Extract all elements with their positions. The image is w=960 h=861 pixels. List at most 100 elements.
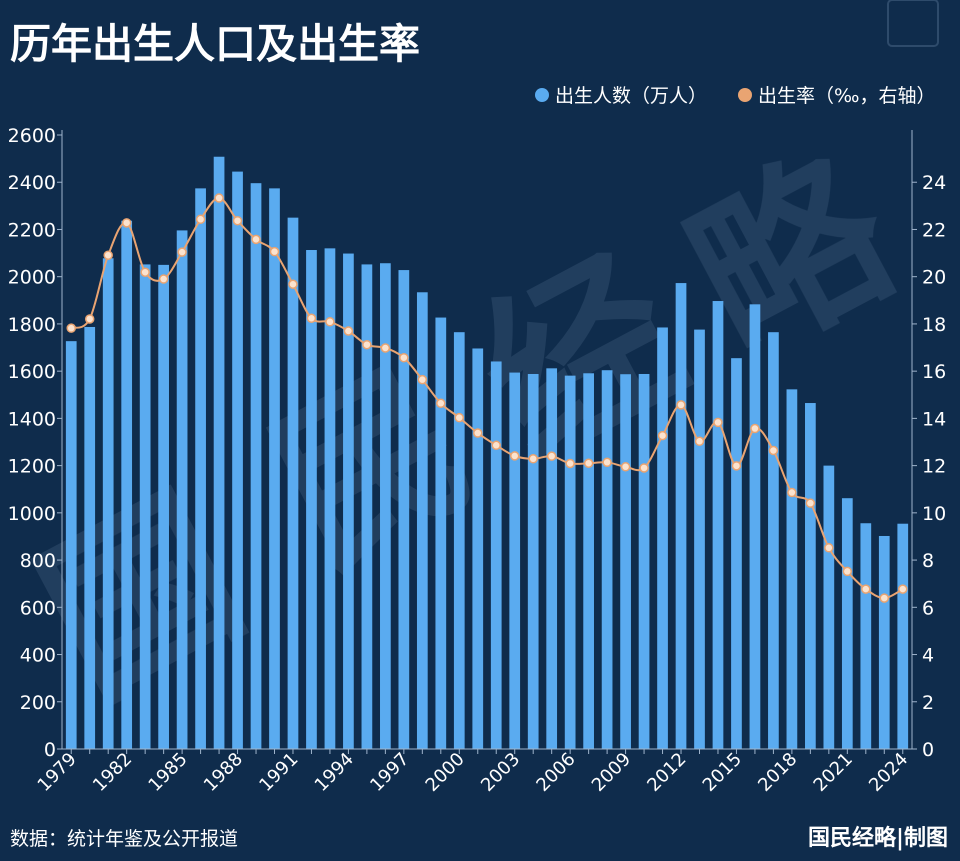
left-tick-label: 1000 <box>8 503 56 525</box>
bar-1979 <box>65 341 77 749</box>
bar-2020 <box>823 465 835 749</box>
bar-2001 <box>472 348 484 749</box>
rate-point-1993 <box>325 317 335 327</box>
rate-point-2023 <box>879 593 890 603</box>
x-tick-label: 2021 <box>810 749 857 796</box>
bar-2017 <box>768 332 779 749</box>
x-tick-label: 2024 <box>865 749 912 796</box>
birth-rate-line <box>70 197 904 600</box>
rate-point-2008 <box>602 457 612 468</box>
rate-point-1998 <box>417 374 428 385</box>
left-tick-label: 1600 <box>8 361 56 383</box>
x-tick-label: 2012 <box>643 749 690 796</box>
right-tick-label: 0 <box>922 739 934 761</box>
bar-2015 <box>731 358 742 749</box>
rate-point-1980 <box>84 314 95 324</box>
x-tick-label: 2009 <box>588 749 635 796</box>
svg-text:经: 经 <box>449 219 714 497</box>
rate-point-2013 <box>694 436 705 447</box>
rate-point-1984 <box>158 274 169 284</box>
right-tick-label: 4 <box>922 645 934 667</box>
right-tick-label: 10 <box>922 503 946 525</box>
x-tick-label: 1979 <box>34 749 81 796</box>
legend-bar-marker <box>535 88 549 102</box>
bar-2008 <box>601 370 613 749</box>
bar-2011 <box>657 327 668 749</box>
rate-point-1992 <box>306 313 317 324</box>
bar-1990 <box>269 188 280 749</box>
rate-point-2022 <box>861 584 871 594</box>
x-axis-ticks: 1979 1982 1985 1988 1991 1994 1997 2000 2003 2006… <box>34 749 913 796</box>
left-tick-label: 800 <box>20 550 56 572</box>
bar-1986 <box>195 188 206 749</box>
source-note: 数据：统计年鉴及公开报道 <box>10 828 238 850</box>
bar-1993 <box>324 248 336 749</box>
rate-point-2000 <box>454 412 465 423</box>
rate-point-1995 <box>362 339 372 350</box>
bar-2004 <box>527 373 539 749</box>
bar-2024 <box>897 523 909 749</box>
rate-point-2003 <box>509 451 520 461</box>
rate-point-2016 <box>750 423 760 434</box>
legend-bar-label: 出生人数（万人） <box>555 85 707 107</box>
left-tick-label: 2000 <box>8 267 56 289</box>
rate-point-1983 <box>140 267 150 277</box>
rate-point-2019 <box>805 498 816 508</box>
rate-point-1981 <box>103 250 113 260</box>
rate-point-1979 <box>66 323 76 333</box>
x-tick-label: 1988 <box>200 749 247 796</box>
rate-point-2005 <box>546 451 557 461</box>
rate-point-2018 <box>787 487 797 498</box>
left-tick-label: 2400 <box>8 172 56 194</box>
bar-2012 <box>675 283 687 749</box>
rate-point-2021 <box>842 566 853 577</box>
x-tick-label: 2015 <box>699 749 746 796</box>
rate-point-1987 <box>214 193 224 203</box>
bar-1982 <box>121 220 133 750</box>
bar-1983 <box>139 264 151 749</box>
rate-point-2006 <box>565 458 575 469</box>
bar-1992 <box>306 250 317 749</box>
left-tick-label: 400 <box>20 645 56 667</box>
bar-2019 <box>805 403 816 749</box>
rate-point-1999 <box>436 398 446 409</box>
left-tick-label: 1200 <box>8 456 56 478</box>
left-tick-label: 600 <box>20 597 56 619</box>
x-tick-label: 2000 <box>422 749 469 796</box>
rate-point-1985 <box>177 247 187 257</box>
x-tick-label: 1991 <box>255 749 302 796</box>
rate-point-2004 <box>528 454 538 464</box>
rate-point-2007 <box>583 458 594 468</box>
bar-1995 <box>361 264 373 749</box>
bar-1988 <box>232 171 243 750</box>
rate-point-2009 <box>620 462 631 472</box>
x-tick-label: 1985 <box>144 749 191 796</box>
left-tick-label: 1800 <box>8 314 56 336</box>
rate-point-1982 <box>121 218 132 228</box>
right-tick-label: 6 <box>922 597 934 619</box>
corner-mark-icon <box>887 0 939 47</box>
bar-1996 <box>380 263 391 749</box>
rate-point-2024 <box>898 584 908 594</box>
left-tick-label: 2600 <box>8 125 56 147</box>
bar-series <box>65 156 909 750</box>
bar-2007 <box>583 373 594 749</box>
bar-1999 <box>435 317 447 749</box>
bar-2016 <box>749 304 761 749</box>
bar-1981 <box>102 258 114 749</box>
brand-credit: 国民经略|制图 <box>808 825 948 851</box>
chart-title: 历年出生人口及出生率 <box>10 20 420 68</box>
bar-2013 <box>694 329 705 749</box>
rate-point-2017 <box>768 445 779 456</box>
bar-1984 <box>158 264 169 749</box>
bar-2018 <box>786 389 798 749</box>
right-tick-label: 2 <box>922 692 934 714</box>
right-tick-label: 12 <box>922 456 946 478</box>
x-tick-label: 1982 <box>89 749 136 796</box>
rate-point-1997 <box>399 352 409 363</box>
left-tick-label: 200 <box>20 692 56 714</box>
left-tick-label: 0 <box>44 739 56 761</box>
right-tick-label: 16 <box>922 361 946 383</box>
